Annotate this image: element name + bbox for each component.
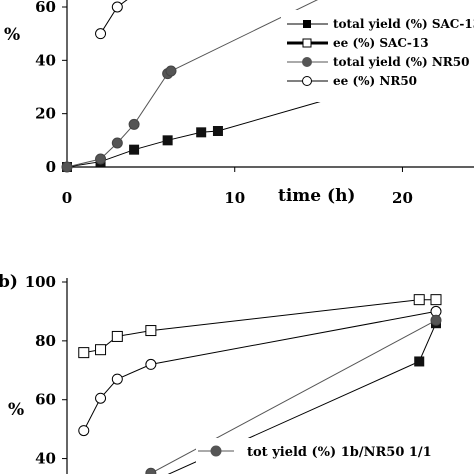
legend-1-marker bbox=[302, 38, 312, 48]
legend-0-marker bbox=[303, 20, 311, 28]
panel-a-ytick-label: 20 bbox=[35, 105, 56, 123]
legend-b-label: tot yield (%) 1b/NR50 1/1 bbox=[247, 445, 432, 460]
panel-a-series-2-point bbox=[95, 153, 107, 165]
panel-a: % time (h) 0 20 40 60 0 10 20 total yield (%)… bbox=[4, 0, 474, 207]
panel-a-xtick-label: 10 bbox=[224, 189, 245, 207]
panel-a-series-3-point bbox=[111, 1, 123, 13]
legend-1-label: ee (%) SAC-13 bbox=[333, 36, 429, 50]
panel-a-series-0-point bbox=[162, 135, 173, 146]
panel-b-series-0-point bbox=[78, 347, 90, 359]
panel-a-series-2-point bbox=[128, 118, 140, 130]
panel-a-ytick-label: 0 bbox=[46, 158, 56, 176]
panel-a-series-0-point bbox=[129, 144, 140, 155]
panel-a-xtick-label: 0 bbox=[62, 189, 72, 207]
panel-b-series-1-point bbox=[111, 373, 123, 385]
panel-a-xtick-label: 20 bbox=[392, 189, 413, 207]
panel-b-series-2-line bbox=[167, 322, 437, 474]
panel-b-series-0-point bbox=[111, 330, 123, 342]
panel-a-ytick-label: 40 bbox=[35, 51, 56, 69]
panel-a-xlabel: time (h) bbox=[278, 186, 355, 206]
panel-a-series-3-point bbox=[95, 28, 107, 40]
panel-b-ytick-label: 60 bbox=[35, 391, 56, 409]
legend-3-marker bbox=[302, 76, 312, 86]
panel-b-series-0-point bbox=[413, 294, 425, 306]
panel-b-series-1-line bbox=[83, 310, 437, 431]
panel-a-ylabel: % bbox=[4, 25, 20, 45]
panel-a-legend: total yield (%) SAC-13 ee (%) SAC-13 tot… bbox=[281, 10, 474, 102]
panel-a-series-0-point bbox=[196, 127, 207, 138]
panel-b-series-1-point bbox=[95, 392, 107, 404]
panel-b-legend-box bbox=[196, 438, 474, 474]
legend-0-label: total yield (%) SAC-13 bbox=[333, 17, 474, 31]
panel-b-series-1-point bbox=[145, 358, 157, 370]
panel-a-series-0-point bbox=[212, 126, 223, 136]
panel-b-ytick-label: 100 bbox=[25, 273, 56, 291]
panel-a-series-2-point bbox=[111, 137, 123, 149]
panel-b-series-2-point bbox=[414, 356, 425, 367]
panel-b-label: b) bbox=[0, 272, 18, 292]
panel-a-series-2-point bbox=[165, 65, 177, 77]
legend-b-marker bbox=[210, 445, 222, 457]
panel-a-legend-box bbox=[281, 10, 474, 102]
panel-b-series-0-point bbox=[430, 294, 442, 306]
legend-2-label: total yield (%) NR50 bbox=[333, 55, 469, 69]
panel-b-ylabel: % bbox=[8, 400, 24, 420]
panel-b-series-0-point bbox=[145, 325, 157, 337]
panel-b-ytick-label: 40 bbox=[35, 450, 56, 468]
panel-b: b) % 40 60 80 100 tot yield (%) 1b/NR50 1/1 bbox=[0, 272, 474, 474]
panel-b-legend: tot yield (%) 1b/NR50 1/1 bbox=[196, 438, 474, 474]
legend-3-label: ee (%) NR50 bbox=[333, 74, 417, 88]
panel-b-ytick-label: 80 bbox=[35, 332, 56, 350]
panel-a-series-2-point bbox=[61, 161, 73, 173]
panel-b-series-3-point bbox=[430, 314, 442, 326]
panel-b-series-1-point bbox=[78, 425, 90, 437]
panel-b-series-0-point bbox=[95, 344, 107, 356]
panel-b-series-0-line bbox=[83, 299, 436, 354]
panel-b-series-3-point bbox=[145, 467, 157, 474]
panel-a-ytick-label: 60 bbox=[35, 0, 56, 16]
legend-2-marker bbox=[302, 57, 312, 67]
